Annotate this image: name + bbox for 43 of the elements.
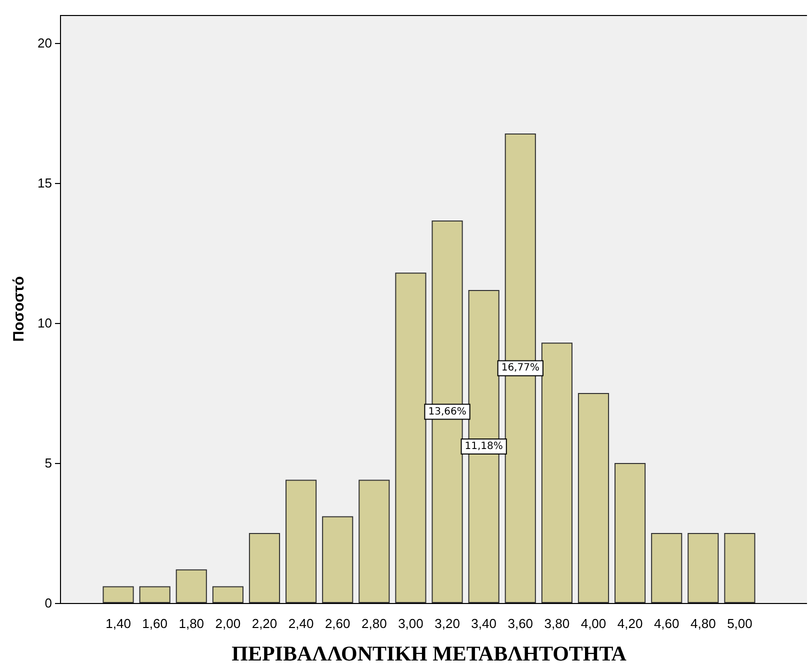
y-tick-label: 20 [38,36,52,50]
bar [578,393,610,603]
y-axis-title: Ποσοστό [10,276,28,342]
x-tick-label: 2,60 [324,616,350,631]
bar [395,272,426,603]
x-tick-label: 3,80 [544,616,570,631]
bar [358,480,390,603]
x-tick-label: 1,40 [106,616,131,631]
bar [688,533,719,603]
x-tick-label: 3,60 [508,616,534,631]
x-tick-label: 5,00 [727,616,752,631]
bar [176,569,207,603]
x-tick-label: 2,40 [288,616,314,631]
y-tick-label: 5 [44,456,52,470]
x-tick-label: 2,80 [362,616,387,631]
bar [724,533,756,603]
x-tick-label: 4,00 [580,616,606,631]
bar [541,342,572,603]
x-tick-label: 1,80 [178,616,204,631]
y-tick-label: 10 [38,316,52,330]
x-tick-label: 1,60 [142,616,168,631]
x-tick-label: 2,20 [252,616,278,631]
y-tick-label: 0 [44,596,52,610]
x-tick-label: 3,40 [471,616,496,631]
x-tick-label: 3,20 [434,616,460,631]
x-tick-label: 4,80 [690,616,716,631]
bar [102,586,134,603]
x-tick-label: 2,00 [215,616,241,631]
bar [651,533,682,603]
bar [212,586,244,603]
x-tick-label: 3,00 [398,616,424,631]
bar [614,463,646,603]
data-label: 11,18% [464,440,503,452]
y-tick-label: 15 [38,176,52,190]
x-axis-title: ΠΕΡΙΒΑΛΛΟΝΤΙΚΗ ΜΕΤΑΒΛΗΤΟΤΗΤΑ [232,642,628,666]
bar [322,516,354,603]
bar [139,586,170,603]
x-tick-label: 4,60 [654,616,680,631]
bar [286,480,317,603]
data-label: 16,77% [501,362,540,374]
x-tick-label: 4,20 [617,616,643,631]
data-label: 13,66% [428,406,466,418]
bar [248,533,280,603]
